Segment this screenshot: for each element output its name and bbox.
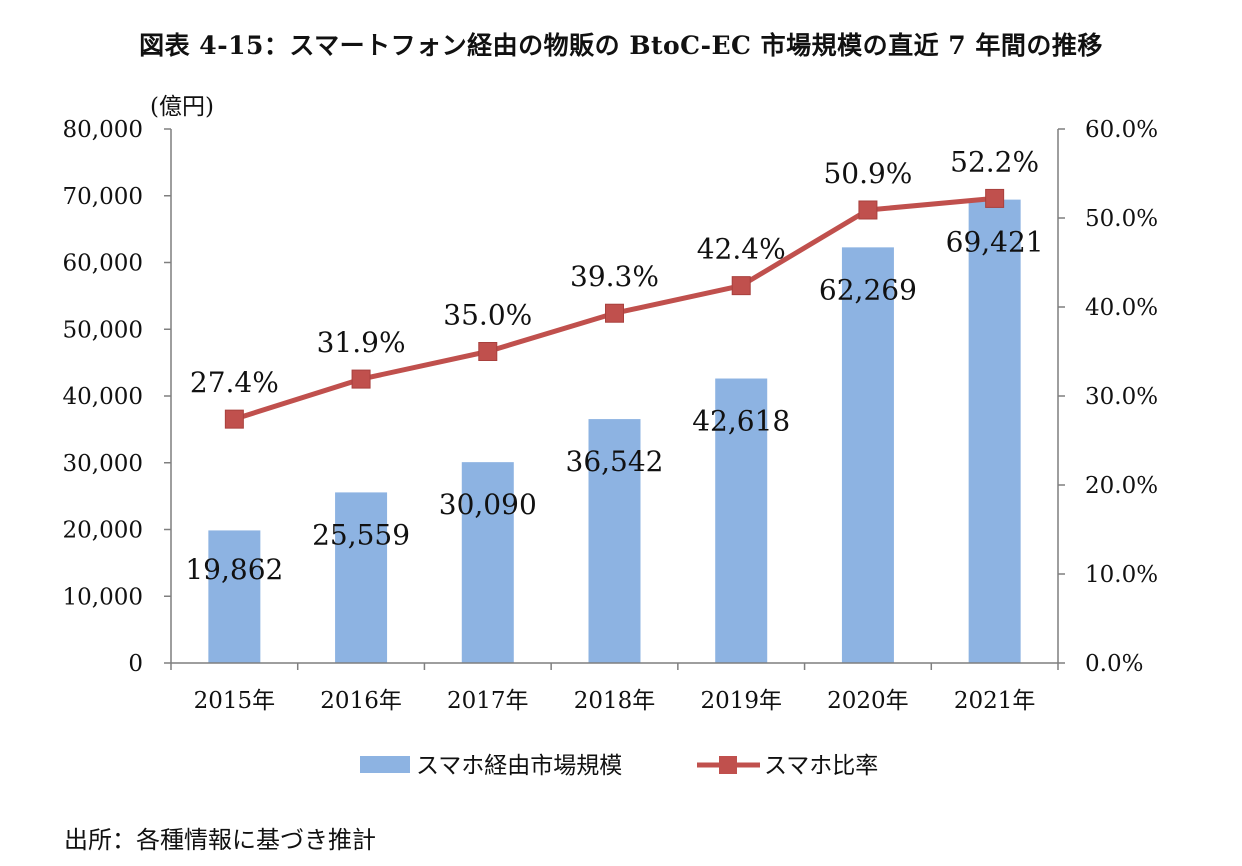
ratio-value-label: 27.4%: [190, 366, 279, 399]
ratio-point: [731, 276, 751, 296]
x-tick-label: 2015年: [194, 688, 276, 714]
right-tick-label: 60.0%: [1085, 117, 1158, 143]
ratio-point: [605, 303, 624, 323]
left-axis-unit-label: (億円): [150, 94, 214, 120]
ratio-value-label: 42.4%: [697, 233, 786, 266]
ratio-point: [478, 342, 498, 361]
bar-1: [208, 530, 261, 663]
legend-bar-label: スマホ経由市場規模: [416, 753, 622, 779]
bar-5: [715, 378, 768, 663]
ratio-value-label: 31.9%: [317, 326, 406, 359]
bar-3: [461, 462, 514, 663]
bar-2: [335, 492, 388, 663]
right-tick-label: 40.0%: [1085, 295, 1158, 321]
bar-4: [588, 419, 641, 663]
x-tick-label: 2017年: [447, 688, 529, 714]
x-tick-label: 2021年: [954, 688, 1036, 714]
left-tick-label: 20,000: [63, 518, 143, 544]
bar-value-label: 25,559: [312, 518, 410, 551]
left-tick-label: 60,000: [63, 251, 143, 277]
legend-line-marker: [719, 756, 737, 774]
ratio-point: [985, 188, 1005, 208]
ratio-value-label: 52.2%: [950, 145, 1039, 178]
ratio-point: [224, 409, 244, 429]
bar-value-label: 69,421: [946, 226, 1044, 259]
left-tick-label: 70,000: [63, 184, 143, 210]
bar-value-label: 36,542: [566, 445, 664, 478]
ratio-value-label: 35.0%: [443, 299, 532, 332]
x-tick-label: 2020年: [827, 688, 909, 714]
left-tick-label: 10,000: [63, 584, 143, 610]
left-tick-label: 80,000: [63, 117, 143, 143]
bar-value-label: 19,862: [185, 553, 283, 586]
bar-6: [841, 247, 894, 663]
source-note: 出所：各種情報に基づき推計: [64, 826, 376, 854]
x-tick-label: 2016年: [320, 688, 402, 714]
left-tick-label: 30,000: [63, 451, 143, 477]
left-tick-label: 0: [128, 651, 143, 677]
left-tick-label: 40,000: [63, 384, 143, 410]
right-tick-label: 50.0%: [1085, 206, 1158, 232]
x-tick-label: 2019年: [700, 688, 782, 714]
ratio-value-label: 39.3%: [570, 260, 659, 293]
ratio-point: [858, 200, 878, 220]
bar-value-label: 42,618: [692, 405, 790, 438]
ratio-value-label: 50.9%: [823, 157, 912, 190]
right-tick-label: 30.0%: [1085, 384, 1158, 410]
bar-value-label: 30,090: [439, 488, 537, 521]
chart-title: 図表 4-15：スマートフォン経由の物販の BtoC-EC 市場規模の直近 7 …: [139, 31, 1103, 60]
right-tick-label: 10.0%: [1085, 562, 1158, 588]
bar-7: [968, 199, 1021, 664]
legend-line-label: スマホ比率: [764, 753, 878, 779]
legend-bar-swatch: [360, 756, 410, 773]
right-tick-label: 0.0%: [1085, 651, 1143, 677]
x-tick-label: 2018年: [574, 688, 656, 714]
left-tick-label: 50,000: [63, 317, 143, 343]
right-tick-label: 20.0%: [1085, 473, 1158, 499]
bar-value-label: 62,269: [819, 273, 917, 306]
ratio-point: [351, 369, 371, 389]
